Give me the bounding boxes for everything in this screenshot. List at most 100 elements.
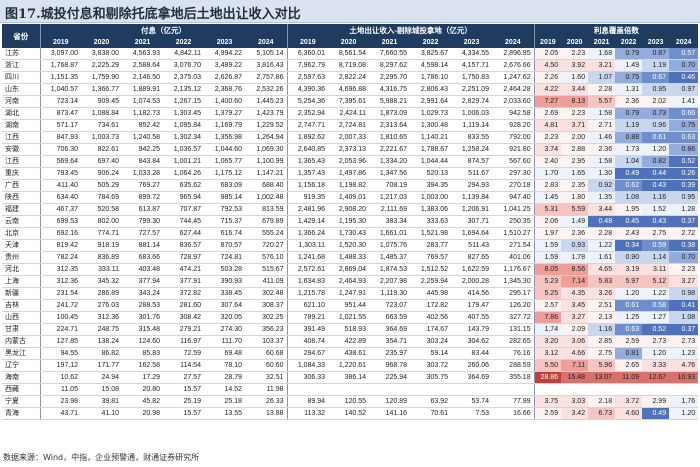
province-cell: 浙江	[2, 59, 40, 72]
interest-cell: 345.32	[81, 275, 122, 288]
interest-cell: 1,175.12	[204, 167, 245, 180]
coverage-cell	[642, 383, 670, 396]
coverage-cell: 5.96	[588, 359, 616, 372]
interest-cell: 28.79	[204, 371, 245, 384]
header-year: 2022	[163, 37, 204, 48]
interest-cell: 1,303.45	[163, 107, 204, 120]
interest-cell: 688.40	[245, 179, 288, 192]
land-revenue-cell: 4,334.55	[451, 48, 493, 60]
land-revenue-cell: 2,373.13	[328, 143, 370, 156]
interest-cell: 793.45	[39, 167, 81, 180]
table-row: 山西 100.45 312.36 301.76 308.42 320.05 302.25 78…	[2, 311, 699, 324]
land-revenue-cell: 355.18	[492, 371, 535, 384]
land-revenue-cell: 942.58	[492, 107, 535, 120]
land-revenue-cell: 2,295.70	[369, 71, 411, 84]
interest-cell: 727.57	[122, 227, 163, 240]
coverage-cell: 7.11	[561, 359, 589, 372]
table-row: 甘肃 224.71 248.75 315.48 279.21 274.30 356.23 39…	[2, 323, 699, 336]
interest-cell: 2,532.26	[245, 83, 288, 96]
interest-cell: 60.60	[245, 359, 288, 372]
land-revenue-cell: 2,033.60	[492, 95, 535, 108]
interest-cell: 1,064.26	[163, 167, 204, 180]
coverage-cell: 3.75	[533, 395, 562, 408]
province-cell: 江西	[2, 131, 40, 144]
coverage-cell: 1.25	[615, 311, 643, 324]
interest-cell: 627.44	[163, 227, 204, 240]
interest-cell: 965.94	[163, 191, 204, 204]
interest-cell: 411.09	[245, 275, 288, 288]
header-year: 2020	[328, 37, 370, 48]
interest-cell: 505.29	[81, 179, 122, 192]
interest-cell: 1,366.77	[81, 83, 122, 96]
coverage-cell: 0.58	[642, 299, 670, 312]
land-revenue-cell: 179.47	[451, 299, 493, 312]
land-revenue-cell: 2,053.96	[328, 155, 370, 168]
coverage-cell: 1.58	[588, 155, 616, 168]
land-revenue-cell: 1,366.24	[286, 227, 329, 240]
interest-cell: 1,400.60	[204, 95, 245, 108]
coverage-cell: 1.20	[642, 143, 670, 156]
coverage-cell: 0.48	[588, 215, 616, 228]
coverage-cell: 2.75	[642, 227, 670, 240]
interest-cell: 707.87	[163, 203, 204, 216]
land-revenue-cell: 769.57	[410, 251, 452, 264]
coverage-cell: 1.14	[642, 251, 670, 264]
coverage-cell: 4.22	[533, 83, 562, 96]
interest-cell: 171.77	[81, 359, 122, 372]
coverage-cell: 1.61	[588, 251, 616, 264]
table-row: 内蒙古 127.85 138.24 124.60 116.97 111.70 103.37 4…	[2, 335, 699, 348]
interest-cell: 372.82	[163, 287, 204, 300]
coverage-cell: 4.81	[533, 119, 562, 132]
land-revenue-cell: 567.60	[492, 155, 535, 168]
land-revenue-cell: 306.33	[286, 371, 329, 384]
coverage-cell: 1.07	[588, 71, 616, 84]
interest-cell: 1,151.35	[39, 71, 81, 84]
land-revenue-cell: 7,395.61	[328, 95, 370, 108]
table-row: 安徽 706.30 822.61 942.25 1,036.57 1,044.60 1,06…	[2, 143, 699, 156]
land-revenue-cell: 2,481.96	[286, 203, 329, 216]
land-revenue-cell: 1,788.67	[410, 143, 452, 156]
land-revenue-cell: 4,390.36	[286, 83, 329, 96]
interest-cell: 744.45	[163, 215, 204, 228]
coverage-cell: 2.28	[588, 227, 616, 240]
land-revenue-cell: 1,119.30	[369, 287, 411, 300]
coverage-cell: 1.31	[615, 83, 643, 96]
land-revenue-cell: 401.06	[492, 251, 535, 264]
interest-cell: 302.48	[245, 287, 288, 300]
province-cell: 辽宁	[2, 359, 40, 372]
coverage-cell: 11.09	[615, 371, 643, 384]
coverage-cell: 4.50	[533, 59, 562, 72]
coverage-cell: 4.66	[561, 347, 589, 360]
coverage-cell	[588, 383, 616, 396]
land-revenue-cell: 113.32	[286, 407, 329, 420]
province-cell: 北京	[2, 227, 40, 240]
coverage-cell: 1.28	[669, 203, 699, 216]
province-cell: 青海	[2, 407, 40, 420]
coverage-cell: 1.74	[533, 323, 562, 336]
coverage-cell: 2.23	[533, 131, 562, 144]
interest-cell: 315.48	[122, 323, 163, 336]
coverage-cell: 2.23	[561, 107, 589, 120]
coverage-cell: 3.44	[588, 203, 616, 216]
land-revenue-cell: 2,352.94	[286, 107, 329, 120]
province-cell: 山东	[2, 83, 40, 96]
header-year: 2019	[533, 37, 562, 48]
coverage-cell: 5.25	[533, 287, 562, 300]
coverage-cell: 2.40	[533, 155, 562, 168]
land-revenue-cell: 663.59	[369, 311, 411, 324]
land-revenue-cell: 16.66	[492, 407, 535, 420]
land-revenue-cell: 120.89	[369, 395, 411, 408]
coverage-cell: 1.41	[669, 95, 699, 108]
interest-cell: 942.25	[122, 143, 163, 156]
land-revenue-cell: 294.67	[286, 347, 329, 360]
coverage-cell: 1.49	[561, 215, 589, 228]
interest-cell: 906.24	[81, 167, 122, 180]
land-revenue-cell: 414.56	[451, 287, 493, 300]
interest-cell: 1,074.53	[122, 95, 163, 108]
land-revenue-cell: 1,003.00	[410, 191, 452, 204]
interest-cell: 3,489.22	[204, 59, 245, 72]
land-revenue-cell: 1,041.25	[492, 203, 535, 216]
land-revenue-cell: 76.16	[492, 347, 535, 360]
land-revenue-cell: 260.06	[451, 359, 493, 372]
interest-cell: 1,095.84	[163, 119, 204, 132]
